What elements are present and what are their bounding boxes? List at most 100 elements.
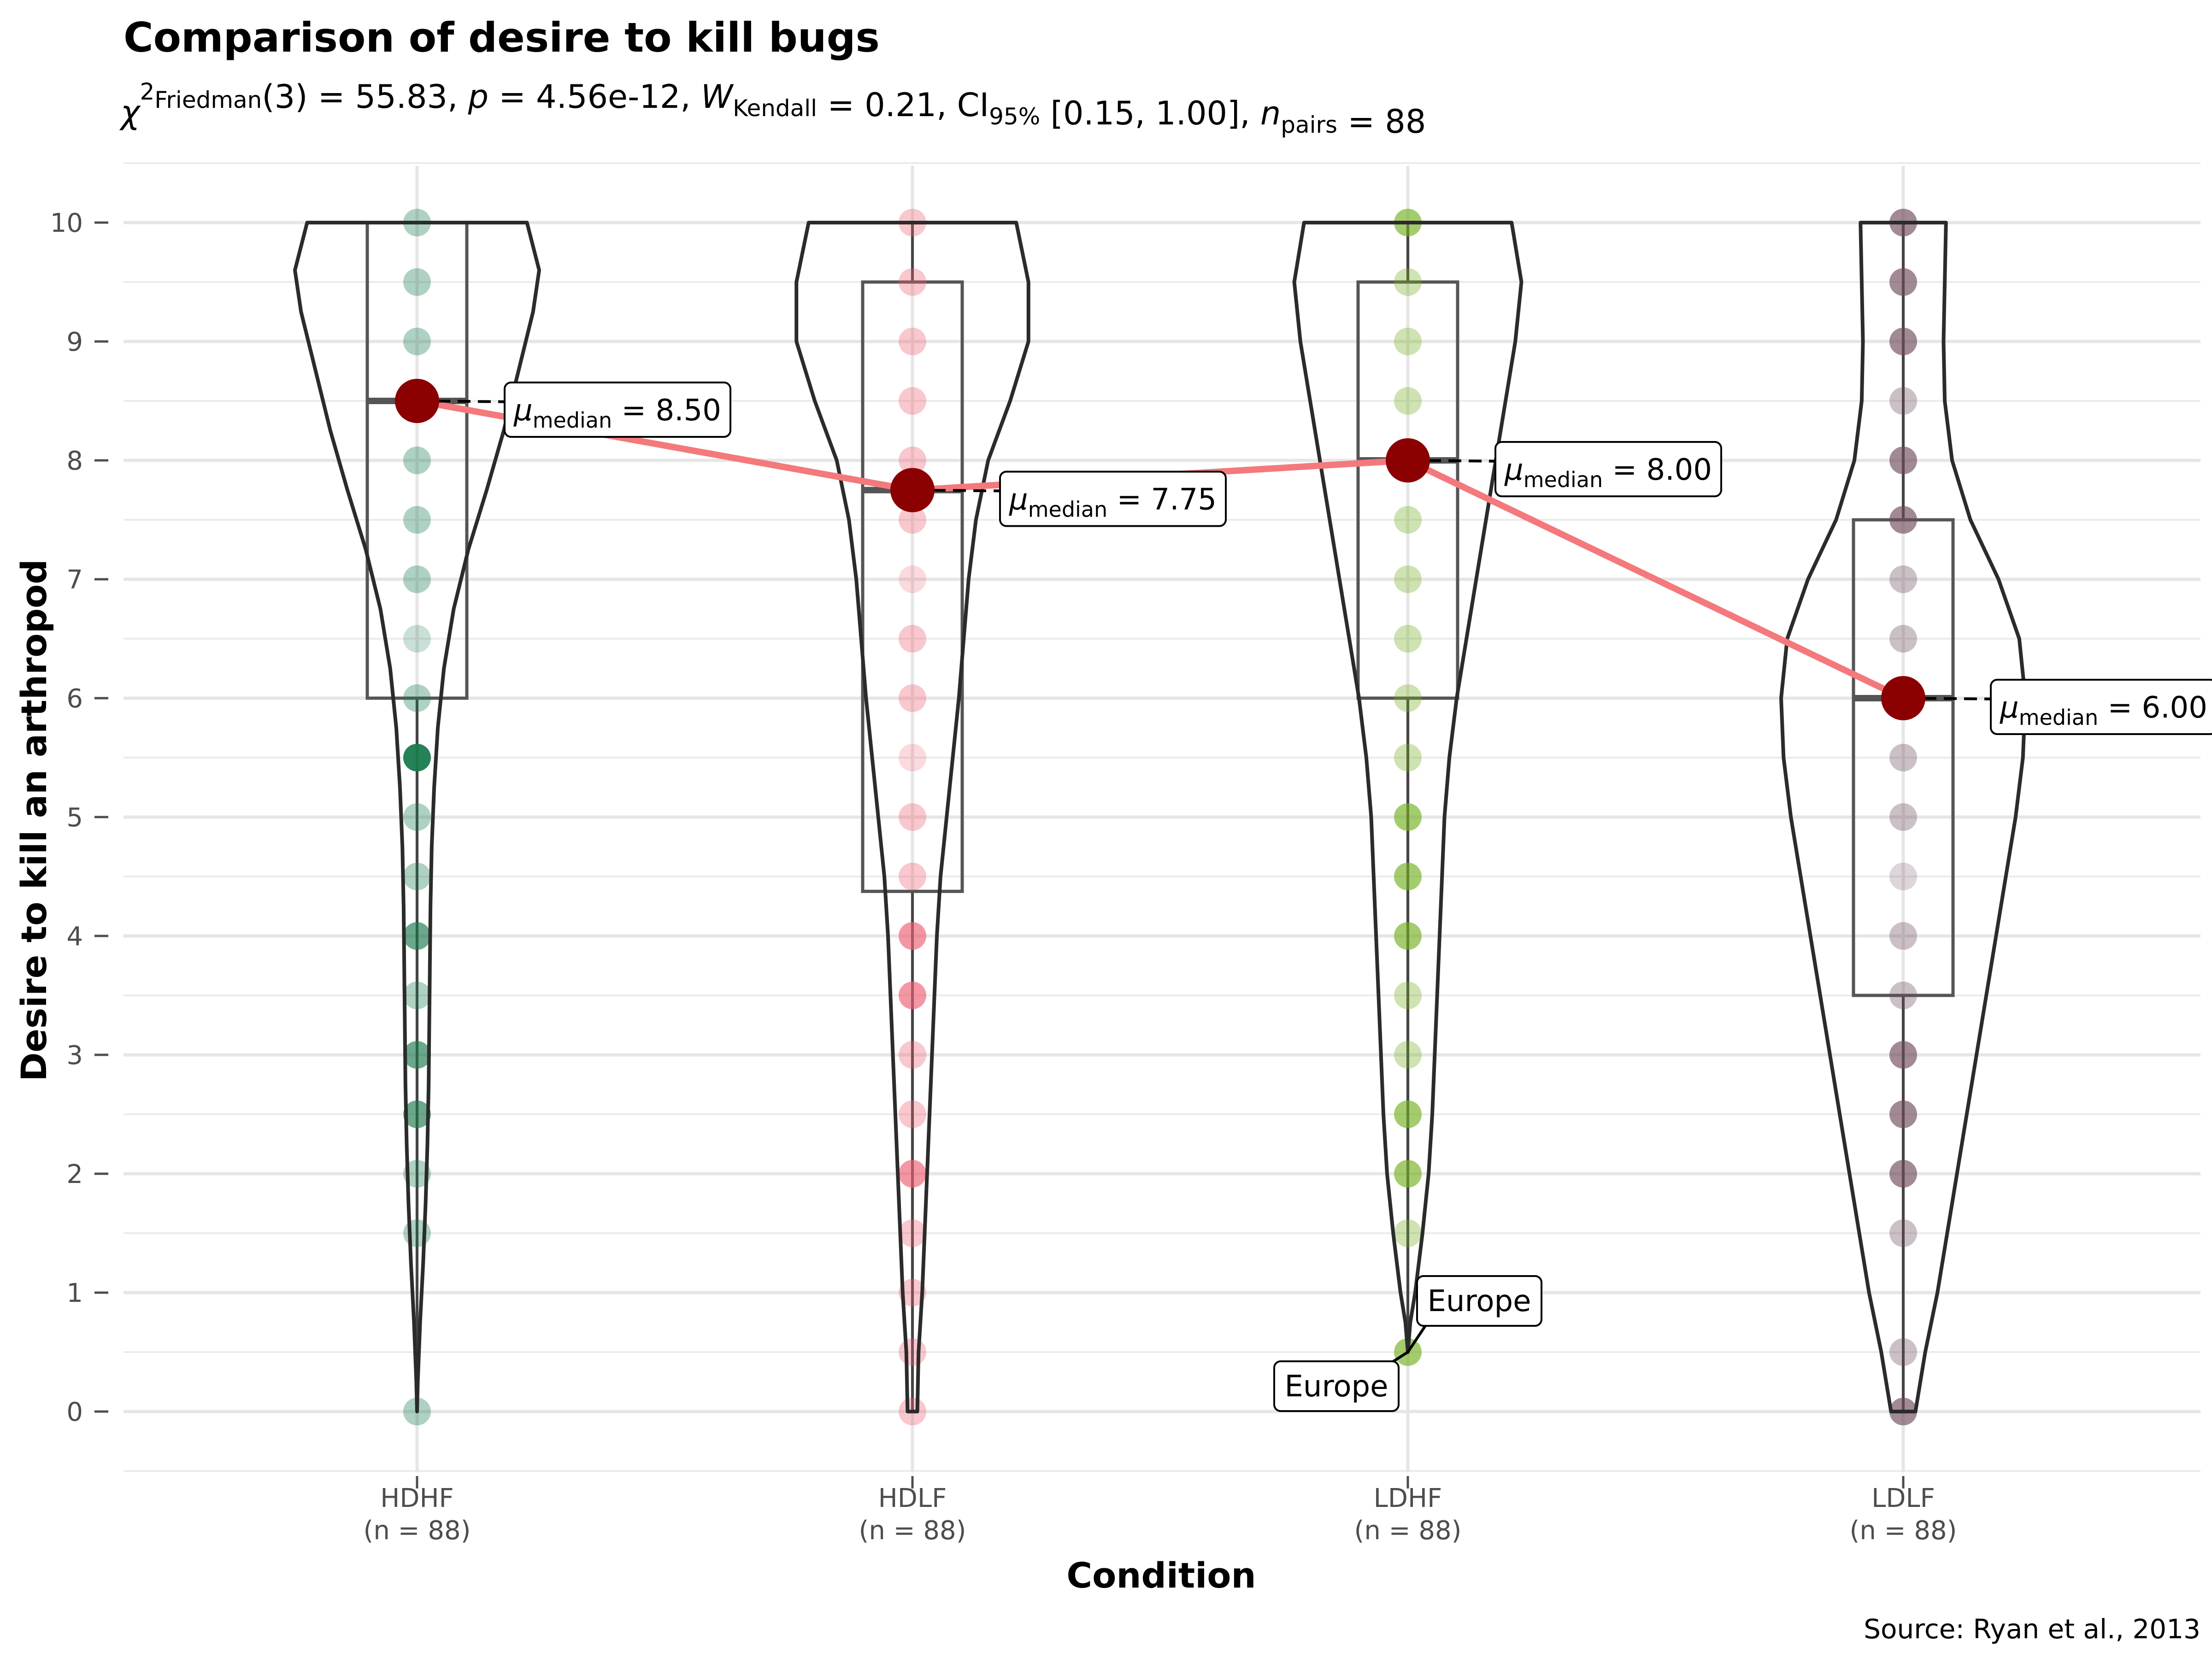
data-point [899,1160,926,1188]
data-point [899,803,926,831]
chart-caption: Source: Ryan et al., 2013 [1864,1613,2200,1645]
point-annotation: Europe [1273,1351,1409,1412]
annotation-box [1273,1360,1400,1412]
data-point [1889,1041,1917,1069]
y-axis-title: Desire to kill an arthropod [13,559,54,1081]
data-point [403,744,431,771]
data-point [403,1100,431,1128]
data-point [403,684,431,712]
median-marker [890,468,935,512]
data-point [1394,863,1422,890]
annotation-box [1416,1275,1542,1327]
x-axis: HDHF(n = 88)HDLF(n = 88)LDHF(n = 88)LDLF… [364,1476,1957,1546]
data-point [899,744,926,771]
data-point [403,506,431,534]
data-point [1889,1219,1917,1247]
chart-title: Comparison of desire to kill bugs [124,14,880,61]
data-point [899,1338,926,1366]
y-tick-label: 8 [66,446,83,476]
x-tick-n-label: (n = 88) [859,1516,966,1546]
data-point [1889,447,1917,474]
data-point [899,922,926,950]
data-point [1889,328,1917,355]
x-tick-n-label: (n = 88) [1850,1516,1957,1546]
violin [794,221,1030,1413]
data-point [1394,268,1422,296]
violin [1292,221,1524,1354]
box-iqr [1356,280,1459,700]
median-label-box [1494,441,1722,497]
data-point [899,863,926,890]
data-point [1394,684,1422,712]
y-tick-label: 9 [66,327,83,357]
data-point [403,1219,431,1247]
data-point [403,1041,431,1069]
data-point [1889,863,1917,890]
y-tick-label: 5 [66,803,83,833]
median-label-leader [1903,697,2005,700]
data-point [899,1219,926,1247]
data-point [1394,1219,1422,1247]
y-tick-label: 1 [66,1278,83,1308]
median-label-text: μmedian = 7.75 [1009,483,1217,522]
data-point [1889,922,1917,950]
data-point [899,1041,926,1069]
data-point [1889,268,1917,296]
plot-area: 0 1 2 3 4 5 6 7 8 9 10 HDHF(n = 88)HDLF(n = 88)LDHF… [50,162,2212,1546]
median-label: μmedian = 8.00 [1386,438,1722,497]
point-group [899,209,926,1425]
median-label-text: μmedian = 8.50 [513,394,721,433]
data-point [403,565,431,593]
chart-subtitle: χ2Friedman(3) = 55.83, p = 4.56e-12, WKe… [119,78,1426,141]
data-point [1889,803,1917,831]
data-point [1889,387,1917,415]
data-point [403,922,431,950]
median-marker [1881,676,1925,720]
data-point [899,506,926,534]
data-point [1394,387,1422,415]
data-point [1889,982,1917,1009]
median-label: μmedian = 8.50 [395,379,731,438]
data-point [1394,625,1422,653]
major-grid [124,166,2200,1472]
x-tick-n-label: (n = 88) [364,1516,471,1546]
violin [1779,221,2027,1413]
y-tick-label: 4 [66,922,83,952]
data-point [1394,328,1422,355]
annotation-text: Europe [1427,1284,1531,1318]
median-label: μmedian = 6.00 [1881,676,2212,735]
data-point [899,387,926,415]
data-point [1889,506,1917,534]
data-point [1394,922,1422,950]
point-group [1889,209,1917,1425]
data-point [899,1100,926,1128]
data-point [1394,982,1422,1009]
median-label-leader [912,488,1014,493]
data-point [1394,1041,1422,1069]
point-annotation: Europe [1406,1275,1542,1353]
data-point [1889,625,1917,653]
data-point [899,447,926,474]
median-label-box [1990,679,2212,735]
data-point [403,803,431,831]
data-point [1889,1100,1917,1128]
point-group [1394,209,1422,1366]
box-iqr [861,280,964,893]
median-label-text: μmedian = 6.00 [2000,691,2207,730]
x-axis-title: Condition [1066,1555,1256,1596]
y-tick-label: 2 [66,1159,83,1189]
data-point [403,268,431,296]
data-point [899,1279,926,1306]
data-point [403,328,431,355]
median-label: μmedian = 7.75 [890,468,1227,527]
data-point [1394,565,1422,593]
data-point [403,625,431,653]
data-point [1394,1160,1422,1188]
data-point [403,982,431,1009]
violin [293,221,541,1413]
data-point [403,447,431,474]
annotation-text: Europe [1284,1370,1388,1404]
data-point [1889,744,1917,771]
data-point [899,565,926,593]
